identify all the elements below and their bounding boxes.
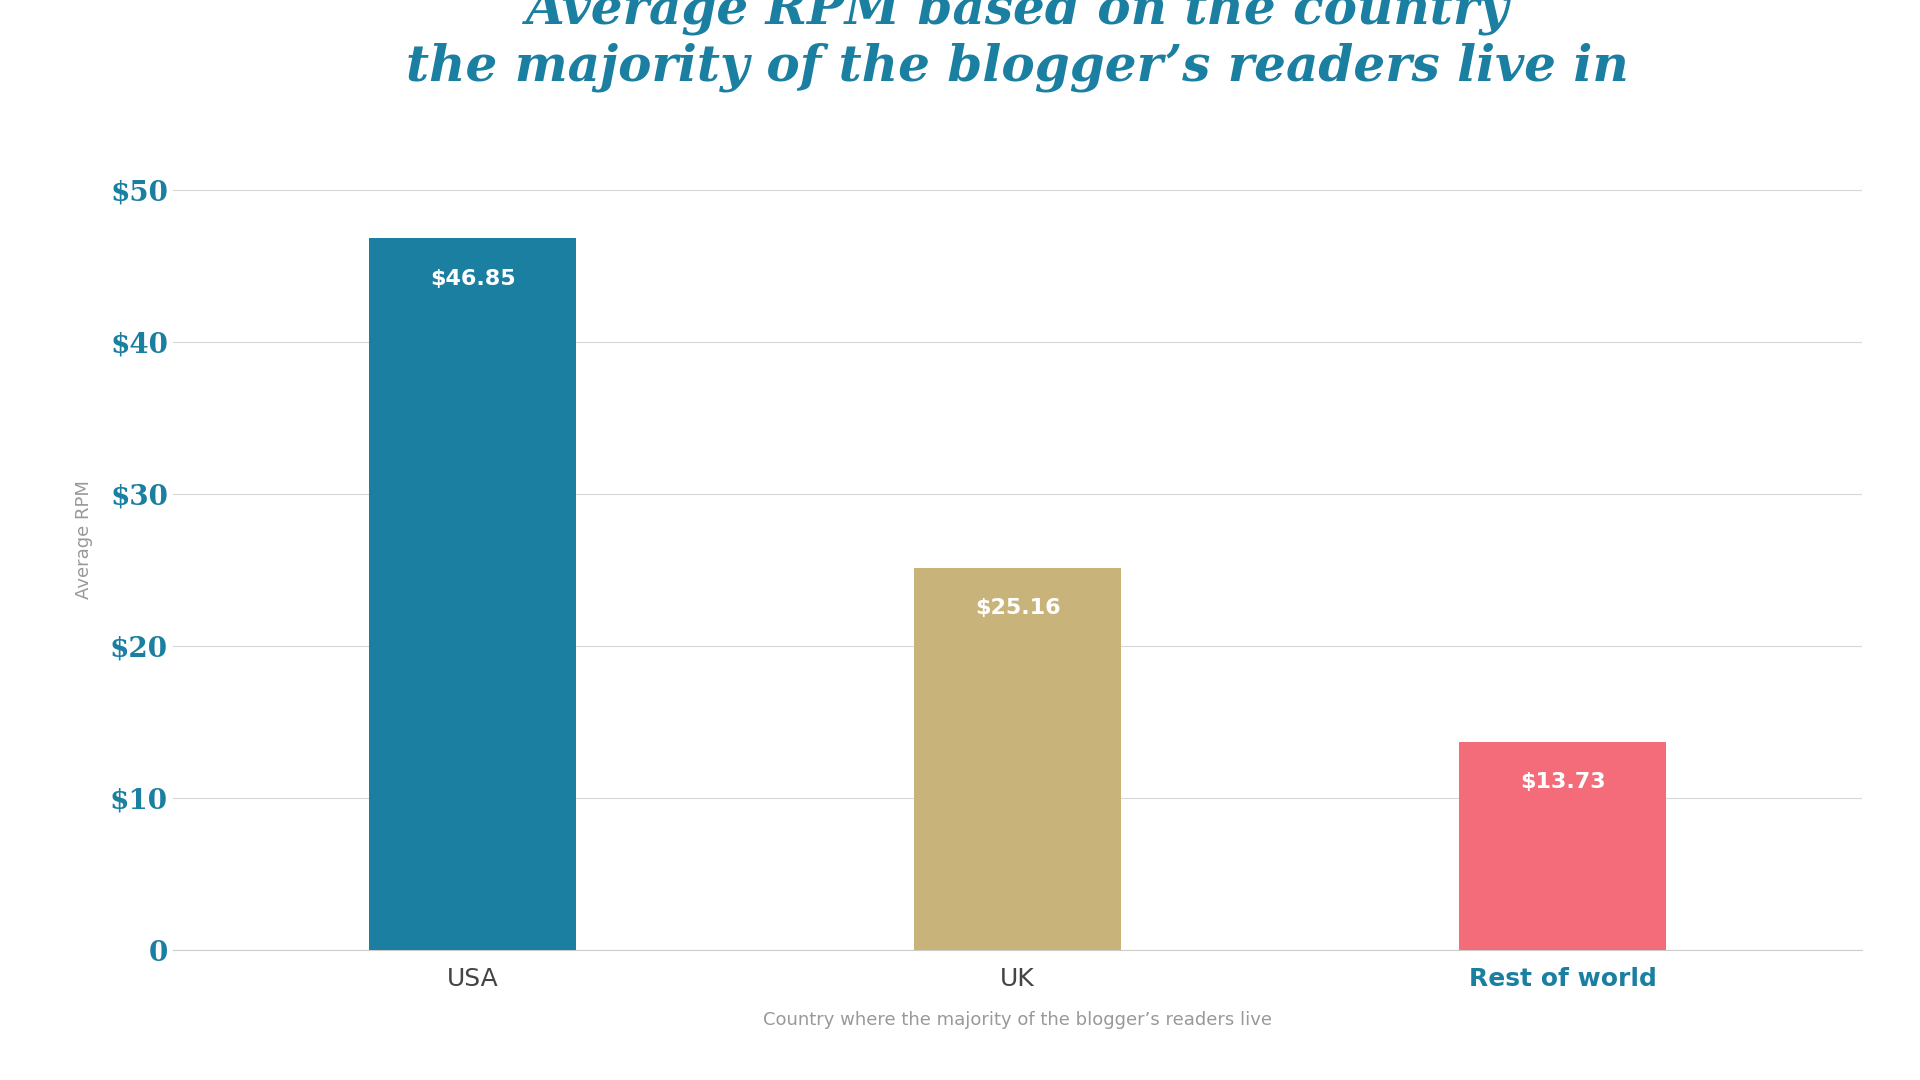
Bar [369,239,576,950]
Bar [914,568,1121,950]
Text: $25.16: $25.16 [975,598,1060,619]
Text: $13.73: $13.73 [1521,772,1605,792]
Text: $46.85: $46.85 [430,269,515,288]
Title: Average RPM based on the country
the majority of the blogger’s readers live in: Average RPM based on the country the maj… [407,0,1628,93]
Bar [1459,742,1667,950]
X-axis label: Country where the majority of the blogger’s readers live: Country where the majority of the blogge… [762,1011,1273,1028]
Y-axis label: Average RPM: Average RPM [75,481,94,599]
